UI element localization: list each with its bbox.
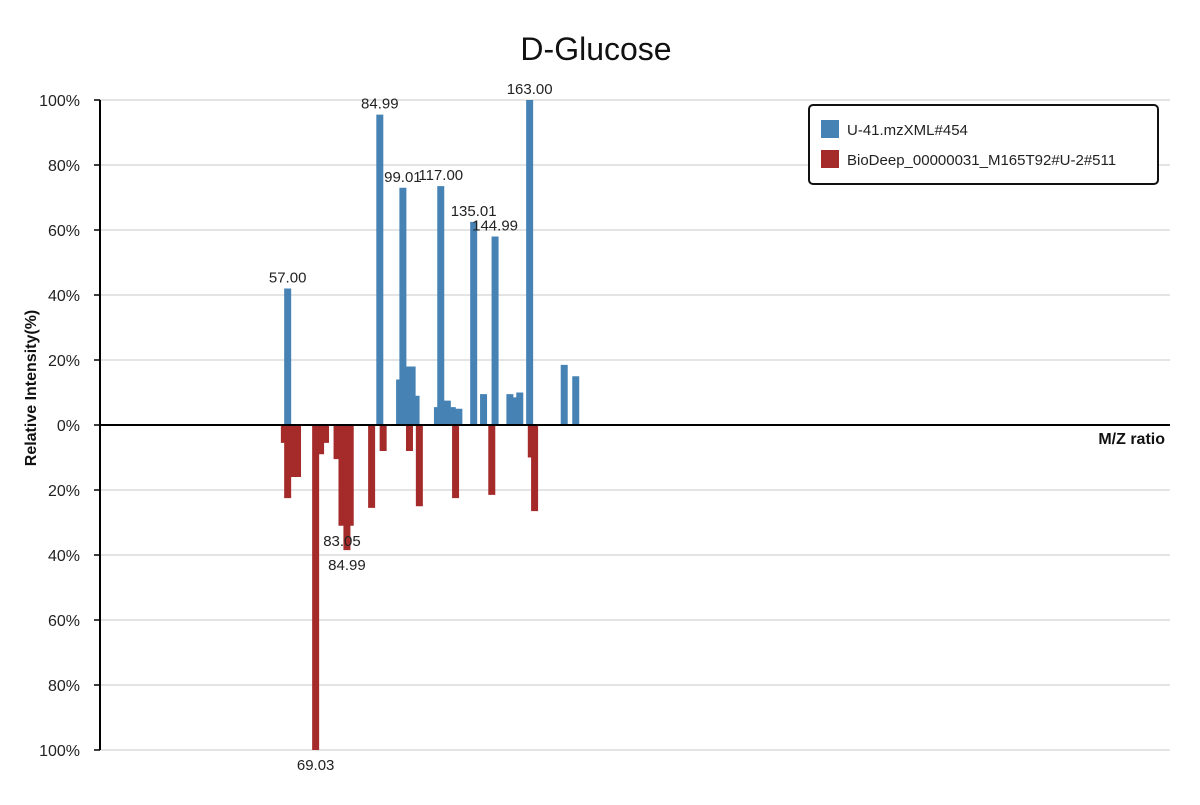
query-peak-bar: [506, 394, 514, 425]
y-tick-label: 100%: [39, 743, 80, 760]
peak-label: 69.03: [297, 757, 335, 774]
query-peak-bar: [526, 100, 534, 425]
y-tick-label: 80%: [48, 678, 80, 695]
legend-label-query: U-41.mzXML#454: [847, 122, 968, 139]
query-peak-bar: [448, 407, 456, 425]
query-peak-bar: [516, 392, 524, 425]
reference-peak-bar: [317, 425, 325, 455]
y-tick-label: 80%: [48, 158, 80, 175]
reference-peak-bar: [488, 425, 496, 495]
axes-layer: [99, 100, 1170, 750]
legend: U-41.mzXML#454 BioDeep_00000031_M165T92#…: [808, 104, 1159, 185]
reference-peak-bar: [322, 425, 330, 443]
y-tick-label: 0%: [57, 418, 80, 435]
reference-peak-bar: [368, 425, 376, 508]
peak-label: 117.00: [418, 167, 463, 184]
peak-label: 144.99: [472, 218, 518, 235]
y-tick-label: 60%: [48, 613, 80, 630]
reference-peak-bar: [415, 425, 423, 507]
legend-box: [808, 104, 1159, 185]
query-peak-bar: [470, 221, 478, 425]
query-peak-bar: [412, 395, 420, 425]
reference-peak-bar: [294, 425, 302, 477]
query-peak-bar: [376, 114, 384, 425]
peak-label: 163.00: [507, 81, 553, 98]
reference-peak-bar: [338, 425, 346, 526]
query-peak-bar: [455, 408, 463, 425]
peak-label: 83.05: [323, 533, 361, 550]
query-peak-bar: [560, 364, 568, 425]
peak-label: 84.99: [361, 96, 399, 113]
y-tick-label: 100%: [39, 93, 80, 110]
query-peak-bar: [408, 366, 416, 425]
query-peak-bar: [511, 397, 519, 425]
query-peak-bar: [491, 236, 499, 425]
chart-title: D-Glucose: [520, 31, 671, 67]
reference-peak-bar: [531, 425, 539, 512]
peak-label: 57.00: [269, 270, 307, 287]
reference-peak-bar: [284, 425, 292, 499]
y-tick-label: 20%: [48, 483, 80, 500]
reference-peak-bar: [312, 425, 320, 750]
bars-layer: [280, 100, 580, 750]
query-peak-bar: [480, 394, 488, 425]
legend-swatch-query: [821, 120, 839, 138]
y-axis-label: Relative Intensity(%): [23, 310, 40, 466]
y-tick-label: 40%: [48, 288, 80, 305]
peak-label: 84.99: [328, 557, 366, 574]
query-peak-bar: [284, 288, 292, 425]
y-tick-label: 60%: [48, 223, 80, 240]
y-tick-label: 20%: [48, 353, 80, 370]
y-tick-labels: 100% 80% 60% 40% 20% 0% 20% 40% 60% 80% 100%: [39, 93, 100, 760]
y-tick-label: 40%: [48, 548, 80, 565]
reference-peak-bar: [333, 425, 341, 460]
reference-peak-bar: [289, 425, 297, 477]
query-peak-bar: [399, 187, 407, 425]
query-peak-bar: [404, 366, 412, 425]
peak-label: 99.01: [384, 169, 422, 186]
query-peak-bar: [437, 186, 445, 425]
reference-peak-bar: [452, 425, 460, 499]
legend-label-reference: BioDeep_00000031_M165T92#U-2#511: [847, 152, 1116, 169]
grid-layer: [100, 99, 1170, 751]
x-axis-label: M/Z ratio: [1098, 431, 1165, 448]
reference-peak-bar: [379, 425, 387, 451]
peak-label: 135.01: [451, 203, 497, 220]
reference-peak-bar: [346, 425, 354, 526]
query-peak-bar: [572, 376, 580, 425]
query-peak-bar: [443, 400, 451, 425]
reference-peak-bar: [405, 425, 413, 451]
legend-swatch-reference: [821, 150, 839, 168]
